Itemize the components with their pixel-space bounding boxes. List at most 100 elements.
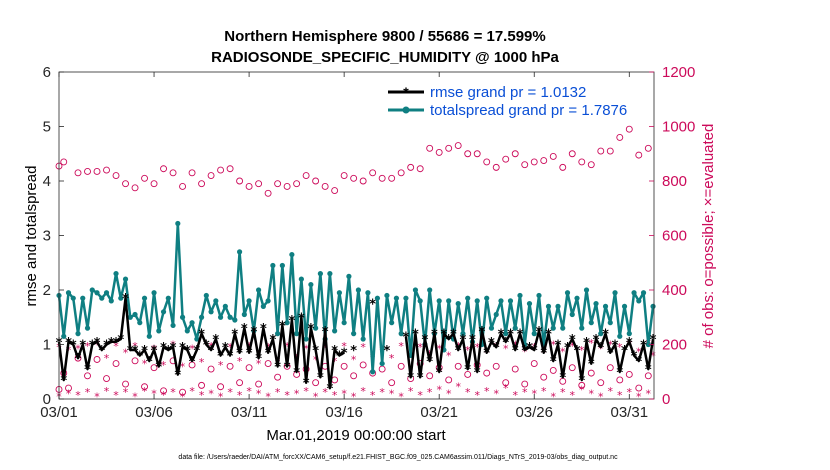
rmse-point: * (231, 328, 238, 343)
rmse-point: * (635, 355, 642, 370)
obs-possible-marker (635, 384, 643, 392)
obs-possible-marker (179, 388, 187, 396)
rmse-point: * (217, 349, 224, 364)
obs-possible-marker (616, 133, 624, 141)
rmse-point: * (322, 325, 329, 340)
rmse-point: * (517, 328, 524, 343)
totalspread-point (493, 311, 499, 318)
obs-evaluated-marker: * (465, 344, 471, 357)
totalspread-point (217, 314, 224, 320)
obs-evaluated-marker: * (313, 390, 319, 403)
obs-possible-marker (464, 371, 472, 378)
rmse-point: * (574, 344, 581, 359)
rmse-point: * (122, 292, 129, 307)
obs-possible-marker (283, 182, 291, 190)
totalspread-point (194, 336, 200, 342)
x-tick-label: 03/01 (40, 404, 78, 421)
totalspread-point (175, 220, 181, 227)
totalspread-point (213, 298, 219, 304)
y-tick-label: 5 (43, 119, 51, 136)
totalspread-point (488, 325, 495, 331)
totalspread-point (645, 341, 651, 348)
totalspread-point (460, 331, 466, 337)
totalspread-point (65, 290, 72, 296)
rmse-point: * (436, 366, 443, 381)
totalspread-point (122, 276, 129, 282)
rmse-point: * (650, 333, 657, 348)
obs-possible-marker (378, 174, 386, 182)
obs-evaluated-marker: * (427, 386, 433, 399)
totalspread-point (332, 328, 338, 334)
totalspread-point (265, 298, 271, 304)
totalspread-point (170, 322, 176, 329)
obs-evaluated-marker: * (180, 360, 186, 373)
totalspread-point (260, 303, 266, 309)
rmse-point: * (98, 344, 105, 359)
obs-possible-marker (179, 182, 187, 190)
obs-evaluated-marker: * (104, 352, 110, 365)
rmse-point: * (203, 339, 210, 354)
obs-possible-marker (236, 379, 244, 387)
totalspread-point (507, 298, 514, 304)
totalspread-point (70, 295, 76, 301)
rmse-point: * (474, 366, 481, 381)
y-tick-label: 6 (43, 64, 51, 81)
obs-evaluated-marker: * (170, 339, 176, 352)
obs-evaluated-marker: * (275, 386, 281, 399)
rmse-point: * (426, 355, 433, 370)
rmse-point: * (160, 341, 167, 356)
obs-evaluated-marker: * (636, 345, 642, 358)
obs-possible-marker (530, 158, 538, 166)
obs-possible-marker (169, 169, 177, 177)
obs-possible-marker (454, 362, 462, 370)
y2-tick-label: 600 (662, 228, 687, 245)
rmse-point: * (79, 339, 86, 354)
obs-evaluated-marker: * (351, 353, 357, 366)
totalspread-point (398, 331, 404, 337)
totalspread-point (346, 273, 352, 279)
totalspread-point (80, 295, 86, 301)
obs-possible-marker (625, 371, 633, 378)
obs-evaluated-marker: * (161, 359, 167, 372)
rmse-point: * (136, 349, 143, 364)
legend-spread-marker (402, 106, 410, 114)
obs-evaluated-marker: * (598, 343, 604, 356)
rmse-point: * (593, 333, 600, 348)
obs-evaluated-marker: * (379, 386, 385, 399)
totalspread-point (640, 290, 647, 296)
obs-possible-marker (321, 182, 329, 190)
totalspread-point (612, 290, 618, 296)
totalspread-point (498, 298, 504, 304)
obs-evaluated-marker: * (180, 390, 186, 403)
totalspread-point (151, 290, 157, 296)
rmse-point: * (65, 336, 72, 351)
rmse-point: * (260, 322, 267, 337)
totalspread-point (503, 331, 509, 337)
totalspread-point (555, 303, 561, 309)
obs-evaluated-marker: * (598, 390, 604, 403)
obs-evaluated-marker: * (474, 389, 480, 402)
obs-evaluated-marker: * (199, 356, 205, 369)
totalspread-point (203, 292, 209, 299)
obs-evaluated-marker: * (237, 355, 243, 368)
totalspread-point (393, 295, 400, 301)
obs-possible-marker (540, 373, 548, 381)
totalspread-point (108, 298, 114, 304)
obs-evaluated-marker: * (85, 340, 91, 353)
rmse-point: * (602, 328, 609, 343)
y2-tick-label: 800 (662, 173, 687, 190)
obs-evaluated-marker: * (66, 344, 72, 357)
chart-title-line2: RADIOSONDE_SPECIFIC_HUMIDITY @ 1000 hPa (211, 49, 559, 66)
rmse-point: * (70, 339, 77, 354)
obs-possible-marker (93, 356, 101, 363)
obs-evaluated-marker: * (474, 341, 480, 354)
rmse-point: * (113, 336, 120, 351)
totalspread-point (583, 287, 590, 293)
totalspread-point (484, 295, 490, 301)
obs-evaluated-marker: * (579, 383, 585, 396)
totalspread-point (526, 301, 533, 307)
obs-possible-marker (511, 150, 519, 158)
obs-possible-marker (255, 180, 263, 188)
totalspread-point (137, 320, 143, 326)
